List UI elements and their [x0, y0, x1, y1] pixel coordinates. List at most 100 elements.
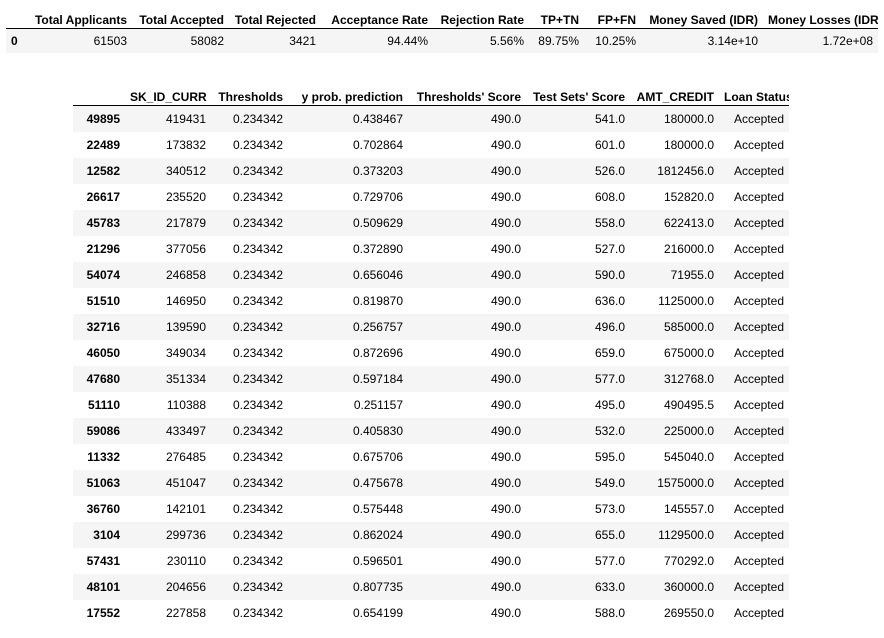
- amt-credit-cell: 1812456.0: [657, 164, 714, 178]
- thresholds-cell: 0.234342: [232, 580, 283, 594]
- thresholds-cell: 0.234342: [232, 606, 283, 620]
- summary-money-saved: 3.14e+10: [707, 34, 758, 48]
- y-prob-prediction-cell: 0.872696: [352, 346, 403, 360]
- row-index: 36760: [86, 502, 120, 516]
- amt-credit-cell: 545040.0: [663, 450, 714, 464]
- summary-total-rejected: 3421: [289, 34, 316, 48]
- amt-credit-cell: 180000.0: [663, 138, 714, 152]
- y-prob-prediction-cell: 0.509629: [352, 216, 403, 230]
- summary-total-accepted: 58082: [190, 34, 224, 48]
- table-row: 46050 349034 0.234342 0.872696 490.0 659.0 675…: [73, 340, 789, 366]
- loan-status-cell: Accepted: [733, 606, 784, 620]
- y-prob-prediction-cell: 0.862024: [352, 528, 403, 542]
- table-row: 32716 139590 0.234342 0.256757 490.0 496.0 585…: [73, 314, 789, 340]
- loan-status-cell: Accepted: [733, 528, 784, 542]
- thresholds-score-cell: 490.0: [490, 528, 521, 542]
- sk-id-curr-cell: 235520: [165, 190, 206, 204]
- loan-status-cell: Accepted: [733, 138, 784, 152]
- thresholds-score-cell: 490.0: [490, 268, 521, 282]
- detail-index-header: [73, 80, 125, 106]
- thresholds-score-cell: 490.0: [490, 580, 521, 594]
- amt-credit-cell: 770292.0: [663, 554, 714, 568]
- summary-table: Total Applicants Total Accepted Total Re…: [6, 5, 878, 53]
- row-index: 51510: [86, 294, 120, 308]
- row-index: 51063: [86, 476, 120, 490]
- test-sets-score-cell: 549.0: [594, 476, 625, 490]
- row-index: 46050: [86, 346, 120, 360]
- summary-acceptance-rate: 94.44%: [387, 34, 428, 48]
- thresholds-score-cell: 490.0: [490, 346, 521, 360]
- amt-credit-cell: 216000.0: [663, 242, 714, 256]
- loan-status-cell: Accepted: [733, 424, 784, 438]
- sk-id-curr-cell: 246858: [165, 268, 206, 282]
- table-row: 59086 433497 0.234342 0.405830 490.0 532.0 225…: [73, 418, 789, 444]
- summary-header-total-applicants: Total Applicants: [26, 5, 132, 29]
- table-row: 54074 246858 0.234342 0.656046 490.0 590.0 719…: [73, 262, 789, 288]
- thresholds-cell: 0.234342: [232, 450, 283, 464]
- sk-id-curr-cell: 451047: [165, 476, 206, 490]
- test-sets-score-cell: 573.0: [594, 502, 625, 516]
- summary-tp-tn: 89.75%: [538, 34, 579, 48]
- test-sets-score-cell: 577.0: [594, 372, 625, 386]
- sk-id-curr-cell: 377056: [165, 242, 206, 256]
- thresholds-score-cell: 490.0: [490, 476, 521, 490]
- summary-fp-fn: 10.25%: [595, 34, 636, 48]
- loan-status-cell: Accepted: [733, 268, 784, 282]
- amt-credit-cell: 269550.0: [663, 606, 714, 620]
- test-sets-score-cell: 577.0: [594, 554, 625, 568]
- thresholds-cell: 0.234342: [232, 190, 283, 204]
- thresholds-cell: 0.234342: [232, 216, 283, 230]
- amt-credit-cell: 312768.0: [663, 372, 714, 386]
- y-prob-prediction-cell: 0.729706: [352, 190, 403, 204]
- summary-header-money-losses: Money Losses (IDR): [763, 5, 878, 29]
- test-sets-score-cell: 588.0: [594, 606, 625, 620]
- summary-header-acceptance-rate: Acceptance Rate: [321, 5, 433, 29]
- loan-status-cell: Accepted: [733, 580, 784, 594]
- row-index: 11332: [87, 450, 120, 464]
- y-prob-prediction-cell: 0.596501: [352, 554, 403, 568]
- table-row: 57431 230110 0.234342 0.596501 490.0 577.0 770…: [73, 548, 789, 574]
- row-index: 22489: [86, 138, 120, 152]
- thresholds-score-cell: 490.0: [490, 320, 521, 334]
- test-sets-score-cell: 636.0: [594, 294, 625, 308]
- test-sets-score-cell: 601.0: [594, 138, 625, 152]
- thresholds-cell: 0.234342: [232, 502, 283, 516]
- thresholds-score-cell: 490.0: [490, 138, 521, 152]
- thresholds-cell: 0.234342: [232, 424, 283, 438]
- summary-header-rejection-rate: Rejection Rate: [433, 5, 529, 29]
- loan-status-cell: Accepted: [733, 242, 784, 256]
- test-sets-score-cell: 608.0: [594, 190, 625, 204]
- thresholds-cell: 0.234342: [232, 528, 283, 542]
- amt-credit-cell: 360000.0: [663, 580, 714, 594]
- y-prob-prediction-cell: 0.405830: [352, 424, 403, 438]
- thresholds-score-cell: 490.0: [490, 450, 521, 464]
- summary-header-fp-fn: FP+FN: [584, 5, 641, 29]
- loan-status-cell: Accepted: [733, 320, 784, 334]
- y-prob-prediction-cell: 0.251157: [353, 398, 403, 412]
- summary-header-total-accepted: Total Accepted: [132, 5, 229, 29]
- summary-header-tp-tn: TP+TN: [529, 5, 584, 29]
- sk-id-curr-cell: 142101: [165, 502, 206, 516]
- row-index: 59086: [86, 424, 120, 438]
- sk-id-curr-cell: 230110: [166, 554, 206, 568]
- test-sets-score-cell: 532.0: [594, 424, 625, 438]
- thresholds-cell: 0.234342: [232, 372, 283, 386]
- detail-table: SK_ID_CURR Thresholds y prob. prediction…: [73, 80, 789, 626]
- summary-header-total-rejected: Total Rejected: [229, 5, 321, 29]
- detail-header-amt-credit: AMT_CREDIT: [630, 80, 719, 106]
- sk-id-curr-cell: 204656: [165, 580, 206, 594]
- test-sets-score-cell: 595.0: [594, 450, 625, 464]
- thresholds-cell: 0.234342: [232, 138, 283, 152]
- loan-status-cell: Accepted: [733, 112, 784, 126]
- amt-credit-cell: 145557.0: [663, 502, 714, 516]
- thresholds-cell: 0.234342: [232, 164, 283, 178]
- thresholds-cell: 0.234342: [232, 268, 283, 282]
- loan-status-cell: Accepted: [733, 450, 784, 464]
- y-prob-prediction-cell: 0.256757: [352, 320, 403, 334]
- thresholds-cell: 0.234342: [232, 554, 283, 568]
- table-row: 22489 173832 0.234342 0.702864 490.0 601.0 180…: [73, 132, 789, 158]
- detail-header-test-sets-score: Test Sets' Score: [526, 80, 630, 106]
- row-index: 47680: [86, 372, 120, 386]
- thresholds-score-cell: 490.0: [490, 112, 521, 126]
- row-index: 48101: [86, 580, 120, 594]
